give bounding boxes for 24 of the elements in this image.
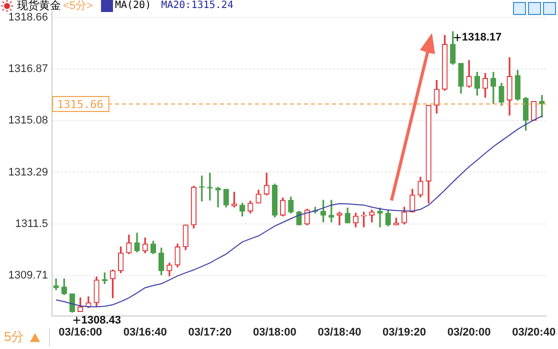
y-tick-label: 1316.87 [8, 63, 48, 76]
y-tick-label: 1313.29 [8, 166, 48, 178]
chart-subtitle: <5分> [63, 0, 93, 13]
y-tick-label: 1309.71 [8, 269, 48, 282]
x-tick-label: 03/19:20 [382, 326, 426, 339]
text: 5分 [4, 328, 24, 346]
x-tick-label: 03/16:00 [58, 326, 102, 339]
annotation: MA20:1315.24 [161, 0, 234, 11]
x-tick-label: 03/18:40 [318, 326, 362, 339]
candlestick [215, 186, 221, 208]
candlestick [539, 94, 545, 118]
x-tick-label: 03/20:00 [447, 326, 491, 339]
x-tick-label: 03/20:40 [512, 326, 556, 339]
x-tick-label: 03/17:20 [188, 326, 232, 339]
annotation: 1318.17 [462, 32, 502, 44]
x-tick-label: 03/16:40 [123, 326, 167, 339]
chart-title: 现货黄金 [17, 0, 61, 12]
annotation: 1308.43 [81, 314, 122, 326]
legend-label: MA(20) [114, 0, 152, 11]
x-tick-label: 03/18:00 [252, 326, 296, 339]
y-tick-label: 1315.08 [8, 114, 48, 127]
ref-line-label: 1315.66 [57, 98, 104, 111]
y-tick-label: 1311.5 [15, 218, 48, 230]
y-tick-label: 1318.66 [8, 12, 48, 24]
